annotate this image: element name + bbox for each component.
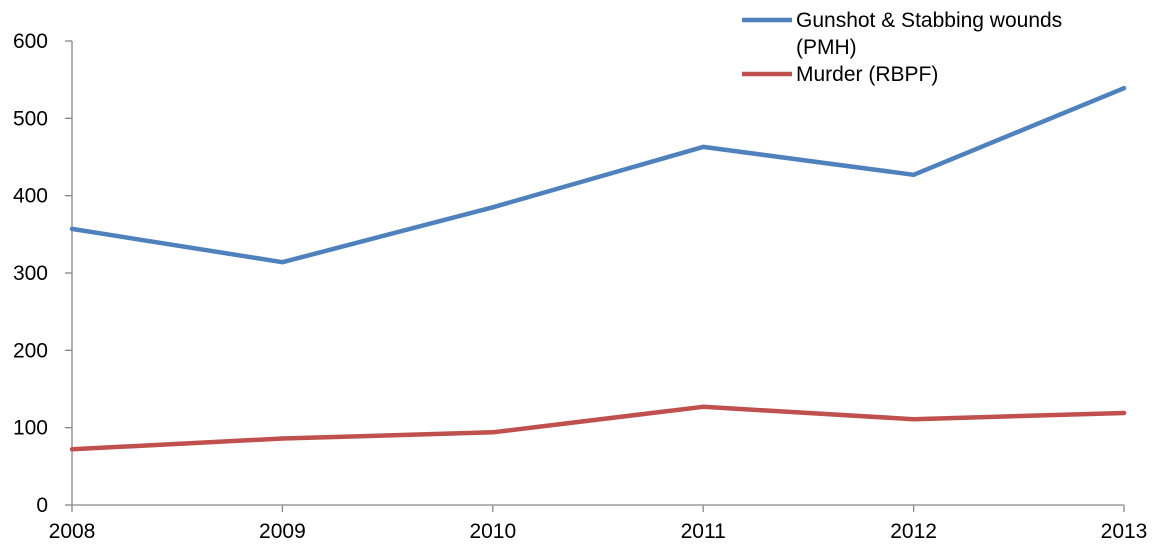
series-1-point (280, 259, 285, 265)
series-2-point (911, 416, 916, 422)
series-1-point (1121, 85, 1127, 91)
x-tick-label: 2013 (1101, 520, 1148, 543)
legend-entry-2: Murder (RBPF) (742, 63, 938, 86)
legend-label: Murder (RBPF) (796, 63, 938, 86)
x-tick-label: 2011 (681, 520, 726, 543)
legend-label: (PMH) (796, 36, 857, 59)
series-1-point (700, 144, 706, 150)
series-1-point (490, 205, 496, 210)
series-2-point (69, 447, 75, 452)
y-tick-label: 0 (36, 494, 48, 517)
series-lines (69, 85, 1127, 452)
legend: Gunshot & Stabbing wounds (PMH) Murder (RB… (742, 9, 1062, 86)
x-tick-label: 2009 (259, 520, 306, 543)
y-tick-label: 200 (13, 339, 48, 362)
series-line-1 (71, 86, 1125, 265)
series-2-point (490, 430, 496, 435)
y-tick-label: 400 (13, 185, 48, 208)
series-1-point (69, 226, 75, 232)
legend-label: Gunshot & Stabbing wounds (796, 9, 1062, 32)
y-tick-label: 500 (13, 107, 48, 130)
series-2-point (700, 404, 706, 410)
series-2-point (280, 436, 285, 441)
series-1-point (911, 172, 916, 178)
axes: 0 100 200 300 400 500 600 2008 2009 2010 2011 2012 2… (13, 30, 1147, 543)
y-tick-label: 100 (13, 417, 48, 440)
x-tick-label: 2010 (469, 520, 516, 543)
x-tick-label: 2012 (890, 520, 937, 543)
legend-entry-1: Gunshot & Stabbing wounds (PMH) (742, 9, 1062, 59)
y-tick-label: 600 (13, 30, 48, 53)
y-tick-label: 300 (13, 262, 48, 285)
x-tick-label: 2008 (49, 520, 96, 543)
series-line-2 (71, 404, 1125, 452)
series-2-point (1121, 410, 1127, 416)
